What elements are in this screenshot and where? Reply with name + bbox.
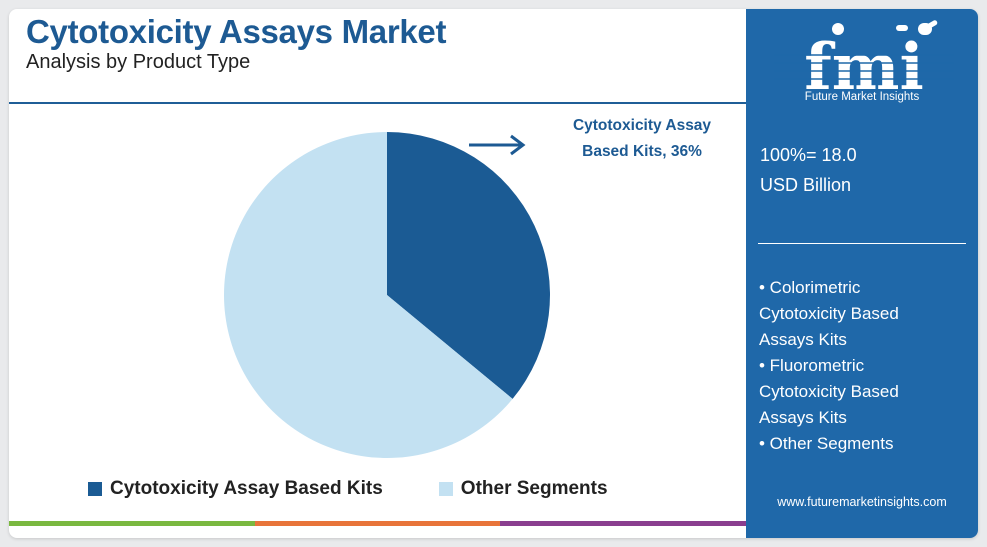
bar-segment-green bbox=[9, 521, 255, 526]
slice-callout: Cytotoxicity Assay Based Kits, 36% bbox=[537, 113, 747, 165]
callout-line-1: Cytotoxicity Assay bbox=[572, 117, 712, 134]
fmi-logo: fmi bbox=[774, 20, 954, 103]
panel-divider bbox=[758, 243, 966, 244]
legend-item-other: Other Segments bbox=[438, 478, 608, 500]
legend-swatch-kits bbox=[88, 482, 102, 496]
arrow-right-icon bbox=[469, 134, 526, 156]
legend-item-kits: Cytotoxicity Assay Based Kits bbox=[88, 478, 383, 500]
website-link[interactable]: www.futuremarketinsights.com bbox=[777, 495, 947, 509]
total-unit: USD Billion bbox=[760, 175, 852, 195]
legend-label-other: Other Segments bbox=[460, 478, 608, 499]
pie-slice-kits bbox=[387, 132, 550, 399]
market-total: 100%= 18.0 USD Billion bbox=[760, 140, 857, 200]
bottom-color-bar bbox=[9, 521, 747, 526]
logo-tagline: Future Market Insights bbox=[804, 91, 920, 103]
total-value: 100%= 18.0 bbox=[760, 145, 857, 165]
bar-segment-purple bbox=[500, 521, 747, 526]
legend-swatch-other bbox=[438, 482, 453, 496]
segment-item: • Fluorometric Cytotoxicity Based Assays… bbox=[759, 356, 899, 427]
header-divider bbox=[9, 102, 746, 104]
side-panel: fmi Future Market Insights 100%= 18.0 US… bbox=[746, 9, 978, 538]
pie-slice-other bbox=[223, 132, 513, 458]
chart-legend: Cytotoxicity Assay Based Kits Other Segm… bbox=[88, 476, 664, 502]
pie-chart bbox=[223, 132, 550, 458]
page-subtitle: Analysis by Product Type bbox=[26, 51, 251, 73]
page-title: Cytotoxicity Assays Market bbox=[26, 13, 447, 50]
bar-segment-orange bbox=[254, 521, 501, 526]
segment-list: • Colorimetric Cytotoxicity Based Assays… bbox=[759, 275, 971, 457]
legend-label-kits: Cytotoxicity Assay Based Kits bbox=[110, 478, 383, 499]
callout-line-2: Based Kits, 36% bbox=[582, 143, 702, 160]
segment-item: • Colorimetric Cytotoxicity Based Assays… bbox=[759, 278, 899, 349]
svg-text:fmi: fmi bbox=[804, 30, 924, 103]
segment-item: • Other Segments bbox=[759, 434, 894, 453]
infographic-card: Cytotoxicity Assays Market Analysis by P… bbox=[9, 9, 978, 538]
